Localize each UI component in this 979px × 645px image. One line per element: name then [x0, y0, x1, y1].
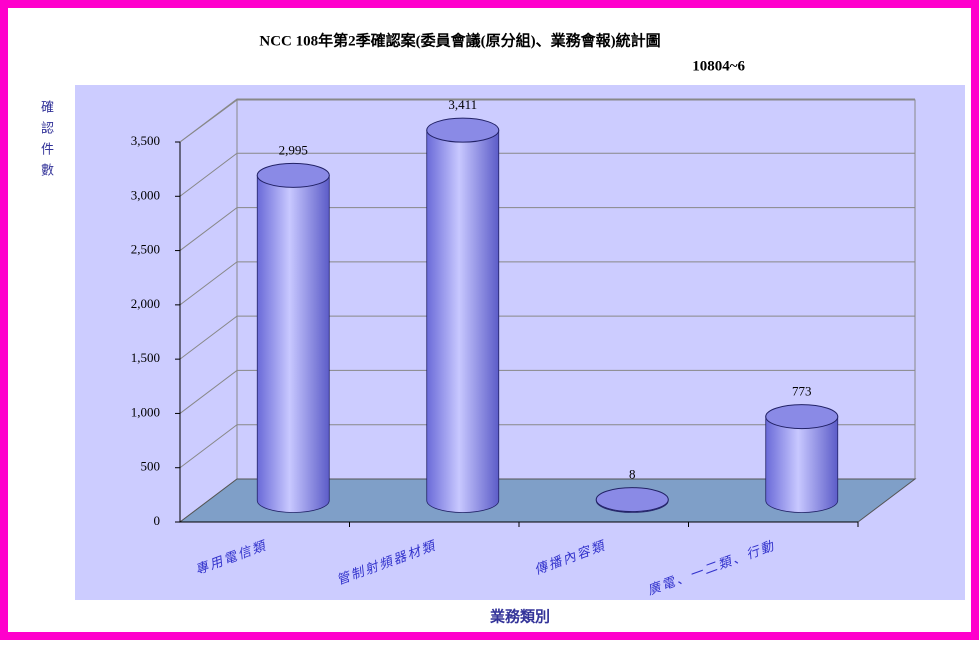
- chart-subtitle: 10804~6: [692, 58, 745, 74]
- cylinder-top: [256, 162, 330, 188]
- x-axis-label: 業務類別: [489, 607, 550, 625]
- cylinder-top: [765, 404, 839, 430]
- y-axis-label: 確認件數: [39, 99, 54, 184]
- data-label: 773: [792, 384, 812, 399]
- data-label: 2,995: [279, 142, 308, 157]
- y-tick-label: 2,500: [131, 242, 160, 257]
- grid-line: [179, 424, 915, 469]
- y-tick-label: 3,000: [131, 187, 160, 202]
- y-tick-label: 3,500: [131, 133, 160, 148]
- grid-line: [179, 315, 915, 360]
- grid-line: [179, 152, 915, 197]
- grid-line: [179, 261, 915, 306]
- y-tick-label: 1,500: [131, 350, 160, 365]
- grid-line: [179, 207, 915, 251]
- grid-line: [179, 369, 915, 414]
- side-wall: [179, 99, 238, 524]
- chart-title: NCC 108年第2季確認案(委員會議(原分組)、業務會報)統計圖: [259, 31, 660, 49]
- cylinder-top: [426, 117, 500, 143]
- cylinder-top: [595, 487, 669, 513]
- data-label: 3,411: [448, 97, 477, 112]
- cylinder-body: [426, 129, 500, 513]
- grid-line: [179, 98, 915, 143]
- data-label: 8: [629, 467, 636, 482]
- y-tick-label: 2,000: [131, 296, 160, 311]
- y-tick-label: 1,000: [131, 404, 160, 419]
- y-tick-label: 500: [141, 459, 161, 474]
- y-tick-label: 0: [154, 513, 161, 528]
- cylinder-body: [256, 174, 330, 513]
- cylinder-body: [765, 416, 839, 513]
